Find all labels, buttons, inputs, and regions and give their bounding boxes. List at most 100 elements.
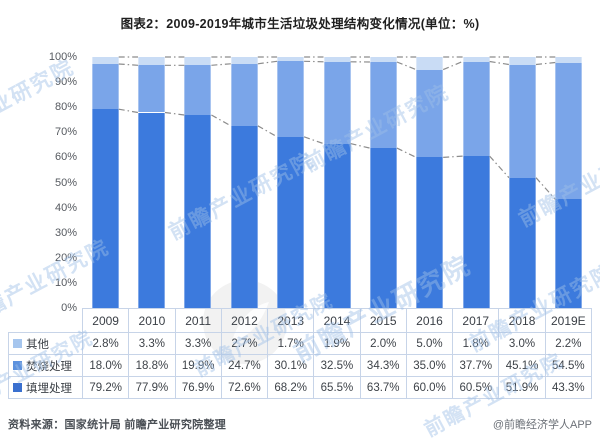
y-tick-label: 90%: [54, 76, 77, 89]
legend-label: 焚烧处理: [26, 360, 72, 373]
connector-line-segment: [489, 60, 510, 66]
connector-line-segment: [489, 155, 510, 179]
y-tick-label: 30%: [54, 226, 77, 239]
table-value-cell: 32.5%: [313, 354, 361, 377]
table-value-cell: 72.6%: [220, 376, 269, 399]
bar-segment-填埋处理: [416, 157, 444, 308]
bar-segment-其他: [323, 57, 351, 63]
bar-segment-其他: [555, 57, 583, 63]
year-header-cell: 2012: [220, 308, 269, 333]
y-tick-label: 60%: [54, 151, 77, 164]
year-header-cell: 2013: [267, 308, 315, 333]
year-header-cell: 2017: [452, 308, 500, 333]
table-value-cell: 19.9%: [174, 354, 222, 377]
table-value-cell: 65.5%: [313, 376, 361, 399]
table-value-cell: 45.1%: [498, 354, 546, 377]
table-row: 焚烧处理 18.0% 18.8% 19.9% 24.7% 30.1% 32.5% 34.3%…: [8, 354, 593, 377]
bar-segment-其他: [462, 57, 490, 62]
connector-line-segment: [257, 60, 278, 65]
chart-title: 图表2：2009-2019年城市生活垃圾处理结构变化情况(单位：%): [120, 17, 480, 31]
table-value-cell: 51.9%: [498, 376, 546, 399]
table-value-cell: 3.3%: [128, 332, 176, 355]
connector-line-segment: [535, 61, 556, 66]
connector-line-segment: [211, 114, 232, 127]
legend-cell: 填埋处理: [8, 376, 83, 399]
year-header-cell: 2011: [174, 308, 222, 333]
bar-segment-填埋处理: [369, 148, 397, 308]
connector-line-segment: [442, 60, 463, 71]
connector-line-segment: [304, 60, 324, 63]
connector-line-segment: [350, 143, 371, 149]
connector-line-segment: [303, 136, 324, 145]
connector-line-segment: [443, 155, 463, 158]
bar-segment-焚烧处理: [369, 62, 397, 149]
legend-label: 其他: [26, 338, 49, 351]
legend-label: 填埋处理: [26, 382, 72, 395]
table-value-cell: 43.3%: [544, 376, 593, 399]
bar-segment-焚烧处理: [230, 63, 258, 126]
bar-segment-焚烧处理: [138, 65, 165, 113]
y-tick-label: 20%: [54, 251, 77, 264]
legend-cell: 焚烧处理: [8, 354, 83, 377]
bar-segment-其他: [184, 56, 212, 65]
bar-segment-焚烧处理: [416, 69, 444, 158]
bar-segment-其他: [509, 57, 536, 65]
bar-segment-填埋处理: [323, 143, 351, 308]
table-value-cell: 3.3%: [174, 332, 222, 355]
table-value-cell: 79.2%: [81, 376, 130, 399]
bar-segment-填埋处理: [277, 136, 305, 308]
bar-segment-焚烧处理: [555, 62, 583, 200]
table-value-cell: 2.7%: [220, 332, 269, 355]
table-header-row: 2009 2010 2011 2012 2013 2014 2015 2016 2017 2018…: [9, 308, 593, 333]
y-tick-label: 100%: [48, 51, 77, 63]
table-value-cell: 1.8%: [452, 332, 500, 355]
legend-swatch-icon: [13, 339, 22, 348]
bar-segment-焚烧处理: [462, 61, 490, 157]
bar-segment-焚烧处理: [509, 64, 536, 178]
table-value-cell: 63.7%: [359, 376, 407, 399]
y-tick-label: 0%: [61, 302, 77, 314]
y-tick-label: 50%: [54, 176, 77, 189]
connector-line-segment: [164, 111, 185, 116]
table-value-cell: 60.5%: [452, 376, 500, 399]
connector-line-segment: [257, 125, 278, 138]
bar-segment-其他: [369, 57, 397, 62]
table-value-cell: 54.5%: [544, 354, 593, 377]
year-header-cell: 2015: [359, 308, 407, 333]
bar-segment-其他: [138, 57, 165, 66]
table-value-cell: 2.2%: [544, 332, 593, 355]
year-header-cell: 2010: [128, 308, 176, 333]
table-value-cell: 77.9%: [128, 376, 176, 399]
table-value-cell: 2.0%: [359, 332, 407, 355]
y-tick-label: 70%: [54, 126, 77, 139]
table-value-cell: 68.2%: [267, 376, 315, 399]
credit-note: @前瞻经济学人APP: [492, 419, 592, 431]
bar-segment-其他: [277, 57, 305, 62]
connector-line-segment: [118, 108, 139, 114]
bar-segment-填埋处理: [462, 156, 490, 308]
year-header-cell: 2019E: [544, 308, 593, 333]
footer: 资料来源：国家统计局 前瞻产业研究院整理 @前瞻经济学人APP: [8, 416, 592, 432]
source-note: 资料来源：国家统计局 前瞻产业研究院整理: [8, 419, 227, 431]
y-tick-label: 80%: [54, 101, 77, 114]
year-header-cell: 2009: [81, 308, 130, 333]
table-corner-cell: [9, 309, 83, 333]
legend-cell: 其他: [8, 332, 83, 355]
y-tick-label: 40%: [54, 201, 77, 214]
bar-segment-焚烧处理: [323, 62, 351, 144]
table-row: 填埋处理 79.2% 77.9% 76.9% 72.6% 68.2% 65.5% 63.7%…: [8, 376, 593, 399]
bar-segment-填埋处理: [138, 112, 165, 308]
table-row: 其他 2.8% 3.3% 3.3% 2.7% 1.7% 1.9% 2.0% 5.0% 1.8% 3…: [8, 332, 593, 355]
connector-line-segment: [396, 147, 417, 158]
year-header-cell: 2018: [498, 308, 546, 333]
table-value-cell: 76.9%: [174, 376, 222, 399]
table-value-cell: 18.0%: [81, 354, 130, 377]
table-value-cell: 3.0%: [498, 332, 546, 355]
legend-swatch-icon: [13, 383, 22, 392]
bar-segment-其他: [91, 57, 119, 64]
bar-segment-其他: [230, 57, 258, 64]
table-value-cell: 34.3%: [359, 354, 407, 377]
legend-swatch-icon: [13, 361, 22, 370]
